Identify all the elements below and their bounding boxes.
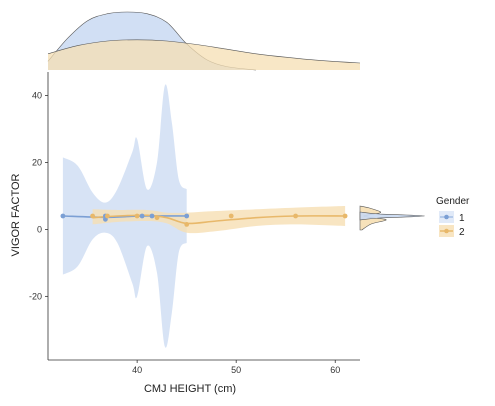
data-point-2 (228, 213, 234, 219)
legend-swatch-point-1 (444, 214, 449, 220)
legend-label-2: 2 (459, 227, 465, 238)
legend-swatch-point-2 (444, 228, 449, 234)
legend-title: Gender (436, 196, 470, 207)
data-point-1 (60, 213, 66, 219)
ci-band-2 (92, 206, 346, 234)
legend-item-2: 2 (439, 225, 465, 238)
legend-item-1: 1 (439, 211, 465, 224)
data-point-1 (149, 213, 155, 219)
right-density-1 (359, 211, 425, 221)
data-point-2 (134, 213, 140, 219)
data-point-2 (184, 222, 190, 227)
y-tick-label: -20 (29, 291, 42, 301)
y-axis-title: VIGOR FACTOR (10, 173, 22, 256)
y-tick-label: 40 (32, 90, 42, 100)
right-marginal-density (359, 205, 425, 231)
data-point-1 (139, 213, 145, 219)
legend-label-1: 1 (459, 213, 465, 224)
data-point-2 (293, 213, 298, 219)
x-tick-label: 40 (132, 365, 142, 375)
top-density-outline-2 (47, 39, 361, 64)
data-points (60, 213, 348, 227)
trend-line-1 (62, 215, 187, 219)
x-axis-title: CMJ HEIGHT (cm) (144, 383, 236, 395)
top-marginal-density (47, 11, 361, 71)
data-point-1 (184, 213, 190, 219)
x-tick-label: 50 (231, 365, 241, 375)
y-tick-label: 20 (32, 157, 42, 167)
data-point-2 (342, 213, 348, 219)
data-point-2 (90, 213, 95, 219)
data-point-2 (105, 213, 110, 219)
axes: 40 20 0 -20 40 50 60 (29, 72, 360, 375)
x-tick-label: 60 (330, 365, 340, 375)
y-tick-label: 0 (37, 224, 42, 234)
legend: Gender 1 2 (436, 196, 470, 238)
top-density-fill-2 (48, 39, 360, 70)
data-point-2 (154, 215, 160, 221)
